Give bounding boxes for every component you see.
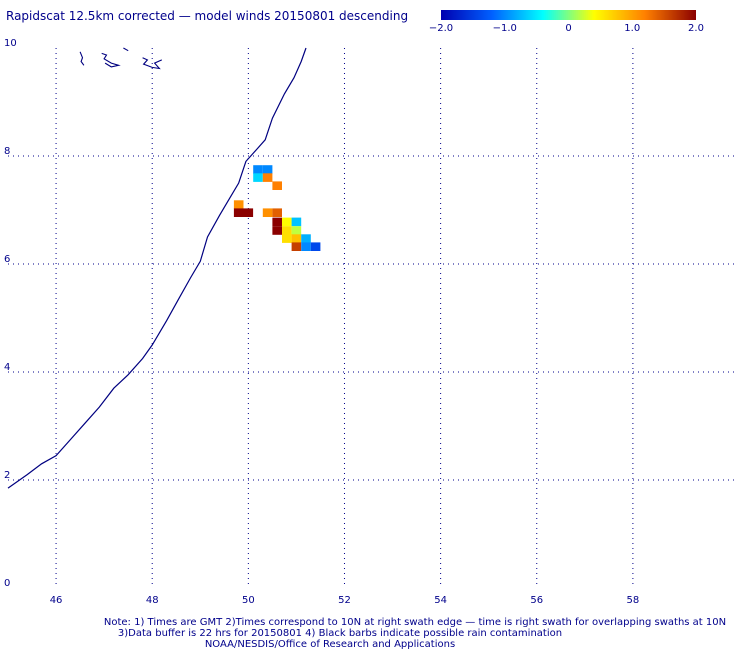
wind-cell xyxy=(262,173,273,182)
colorbar-tick-label: 0 xyxy=(565,23,571,34)
note-line-2: 3)Data buffer is 22 hrs for 20150801 4) … xyxy=(117,628,563,639)
x-tick-label: 58 xyxy=(627,595,640,606)
wind-cell xyxy=(291,217,302,227)
wind-cell xyxy=(272,226,282,235)
colorbar-tick-label: −2.0 xyxy=(429,23,453,34)
note-line-1: Note: 1) Times are GMT 2)Times correspon… xyxy=(103,617,727,628)
wind-cell xyxy=(233,208,244,217)
wind-cell xyxy=(291,234,302,243)
y-tick-label: 2 xyxy=(4,470,10,481)
island-outline xyxy=(79,51,85,66)
wind-cell xyxy=(282,226,292,235)
island-outline xyxy=(101,52,121,68)
note-line-3: NOAA/NESDIS/Office of Research and Appli… xyxy=(204,639,456,650)
colorbar-tick-label: 2.0 xyxy=(688,23,704,34)
colorbar-tick-label: −1.0 xyxy=(493,23,517,34)
wind-cell xyxy=(253,173,263,182)
coastline-path xyxy=(7,47,307,489)
y-tick-label: 4 xyxy=(4,362,10,373)
wind-cell xyxy=(272,208,282,217)
x-tick-label: 52 xyxy=(338,595,351,606)
island-outline xyxy=(142,57,163,70)
y-tick-label: 0 xyxy=(4,578,10,589)
wind-cell xyxy=(262,165,273,174)
wind-cell xyxy=(233,200,244,209)
wind-cell xyxy=(243,208,254,217)
map-title: Rapidscat 12.5km corrected — model winds… xyxy=(6,9,409,23)
wind-cell xyxy=(301,234,311,243)
wind-cell xyxy=(272,181,282,190)
colorbar-bar xyxy=(441,10,696,20)
wind-cell xyxy=(282,217,292,227)
graticule-grid xyxy=(8,48,735,588)
wind-cell xyxy=(253,165,263,174)
y-tick-label: 10 xyxy=(4,38,17,49)
wind-cell xyxy=(301,242,311,251)
colorbar-tick-label: 1.0 xyxy=(624,23,640,34)
y-tick-label: 6 xyxy=(4,254,10,265)
wind-cell xyxy=(262,208,273,217)
x-tick-label: 56 xyxy=(530,595,543,606)
x-tick-label: 54 xyxy=(434,595,447,606)
x-tick-label: 46 xyxy=(50,595,63,606)
x-tick-label: 48 xyxy=(146,595,159,606)
colorbar: −2.0 −1.0 0 1.0 2.0 xyxy=(429,10,704,34)
wind-cell xyxy=(291,226,302,235)
coastline xyxy=(7,47,307,489)
wind-cell xyxy=(282,234,292,243)
wind-cell xyxy=(272,217,282,227)
wind-cells xyxy=(233,165,321,251)
island-outline xyxy=(123,47,129,52)
y-tick-label: 8 xyxy=(4,146,10,157)
wind-cell xyxy=(310,242,321,251)
wind-cell xyxy=(291,242,302,251)
x-tick-label: 50 xyxy=(242,595,255,606)
